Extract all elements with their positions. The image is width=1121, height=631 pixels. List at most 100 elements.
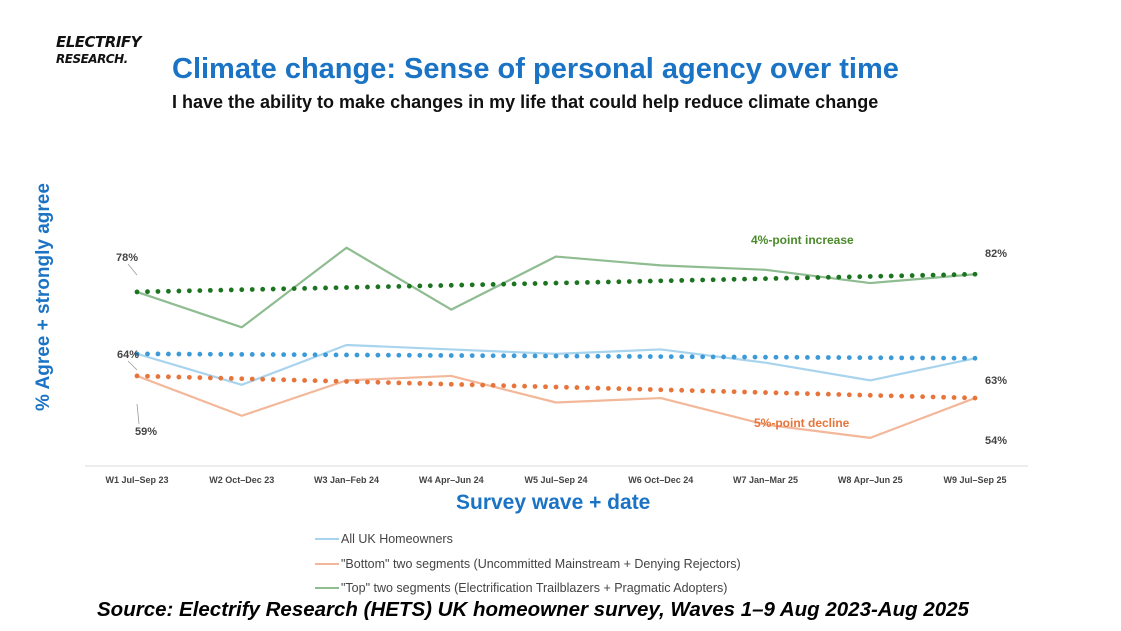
trend-dot-all — [899, 355, 905, 361]
trend-dot-top — [658, 278, 664, 284]
trend-dot-bottom — [564, 384, 569, 390]
trend-dot-top — [815, 275, 821, 280]
trend-dot-bottom — [270, 377, 276, 382]
trend-dot-all — [522, 353, 527, 359]
trend-dot-top — [951, 272, 957, 278]
legend-swatch-bottom — [315, 562, 339, 565]
trend-dot-all — [218, 351, 224, 357]
legend-item-all: All UK Homeowners — [315, 527, 741, 552]
x-tick-label: W4 Apr–Jun 24 — [419, 475, 484, 485]
trend-dot-all — [480, 353, 486, 359]
trend-dot-all — [773, 354, 779, 360]
trend-dot-top — [312, 285, 318, 291]
trend-dot-top — [616, 279, 622, 285]
trend-dot-all — [857, 355, 863, 361]
trend-dot-bottom — [438, 381, 444, 387]
trend-dot-top — [689, 277, 695, 283]
x-tick-label: W1 Jul–Sep 23 — [105, 475, 168, 485]
trend-dot-all — [239, 351, 245, 357]
trend-dot-bottom — [417, 381, 423, 386]
trend-dot-top — [647, 278, 653, 284]
trend-dot-top — [186, 288, 192, 294]
trend-dot-bottom — [166, 374, 171, 380]
trend-dot-all — [595, 353, 601, 359]
trend-dot-bottom — [459, 382, 465, 387]
trend-dot-bottom — [186, 374, 192, 380]
trend-dot-top — [878, 273, 884, 279]
trend-dot-bottom — [585, 385, 590, 391]
trend-dot-bottom — [176, 374, 182, 380]
trend-dot-bottom — [543, 384, 548, 390]
trend-dot-all — [427, 352, 433, 358]
trend-dot-bottom — [480, 382, 486, 388]
trend-dot-all — [815, 355, 821, 360]
trend-dot-top — [972, 271, 978, 277]
trend-dot-bottom — [658, 387, 664, 393]
trend-dot-all — [658, 354, 664, 360]
trend-dot-all — [176, 351, 182, 357]
trend-dot-bottom — [689, 388, 695, 394]
trend-dot-bottom — [386, 380, 391, 385]
trend-dot-all — [878, 355, 884, 361]
trend-dot-bottom — [448, 381, 454, 387]
trend-dot-all — [700, 354, 706, 360]
trend-dot-top — [595, 279, 601, 285]
trend-dot-all — [501, 353, 507, 359]
x-axis-title: Survey wave + date — [456, 491, 651, 514]
trend-dot-top — [773, 276, 779, 281]
trend-dot-top — [836, 274, 842, 280]
trend-dot-bottom — [228, 376, 234, 381]
trend-dot-bottom — [396, 380, 402, 386]
legend-swatch-all — [315, 538, 339, 541]
trend-dot-all — [605, 353, 611, 359]
trend-dot-top — [281, 286, 287, 292]
trend-dot-bottom — [815, 391, 821, 397]
trend-dot-all — [260, 352, 266, 357]
trend-dot-all — [585, 353, 590, 359]
trend-dot-top — [731, 276, 737, 282]
trend-dot-top — [752, 276, 758, 282]
electrify-research-logo: ELECTRIFY RESEARCH. — [56, 34, 146, 68]
trend-dot-bottom — [427, 381, 433, 387]
data-label-all-start: 64% — [117, 349, 139, 361]
trend-dot-all — [249, 352, 255, 357]
logo-line-1: ELECTRIFY — [56, 33, 142, 51]
trend-dot-top — [323, 285, 328, 291]
trend-dot-top — [763, 276, 768, 282]
trend-dot-top — [522, 281, 527, 287]
trend-dot-top — [605, 279, 611, 285]
trend-dot-bottom — [899, 393, 905, 399]
trend-dot-all — [574, 353, 580, 359]
trend-dot-all — [784, 354, 789, 360]
trend-dot-bottom — [574, 385, 580, 390]
trend-dot-bottom — [239, 376, 245, 382]
data-label-top-end: 82% — [985, 248, 1007, 260]
trend-dot-all — [312, 352, 318, 358]
trend-dot-bottom — [511, 383, 517, 389]
trend-dot-top — [218, 287, 224, 293]
trend-dot-bottom — [888, 393, 894, 399]
trend-dot-top — [511, 281, 517, 287]
x-tick-label: W2 Oct–Dec 23 — [209, 475, 274, 485]
trend-dot-top — [134, 289, 140, 295]
legend-swatch-top — [315, 587, 339, 590]
trend-dot-bottom — [291, 377, 297, 383]
trend-dot-all — [668, 354, 674, 360]
trend-dot-bottom — [501, 383, 507, 389]
trend-dot-top — [333, 285, 339, 291]
trend-dot-all — [323, 352, 328, 358]
trend-dot-bottom — [742, 389, 747, 395]
trend-dot-bottom — [323, 378, 328, 384]
trend-dot-bottom — [721, 389, 726, 394]
trend-dot-top — [480, 282, 486, 288]
trend-dot-bottom — [553, 384, 559, 390]
trend-dot-all — [406, 352, 412, 358]
page-subtitle: I have the ability to make changes in my… — [172, 92, 879, 112]
trend-dot-top — [386, 284, 391, 290]
trend-dot-all — [438, 353, 444, 358]
trend-dot-bottom — [794, 390, 800, 396]
x-tick-label: W3 Jan–Feb 24 — [314, 475, 379, 485]
trend-dot-all — [386, 352, 391, 358]
trend-dot-top — [742, 276, 747, 282]
